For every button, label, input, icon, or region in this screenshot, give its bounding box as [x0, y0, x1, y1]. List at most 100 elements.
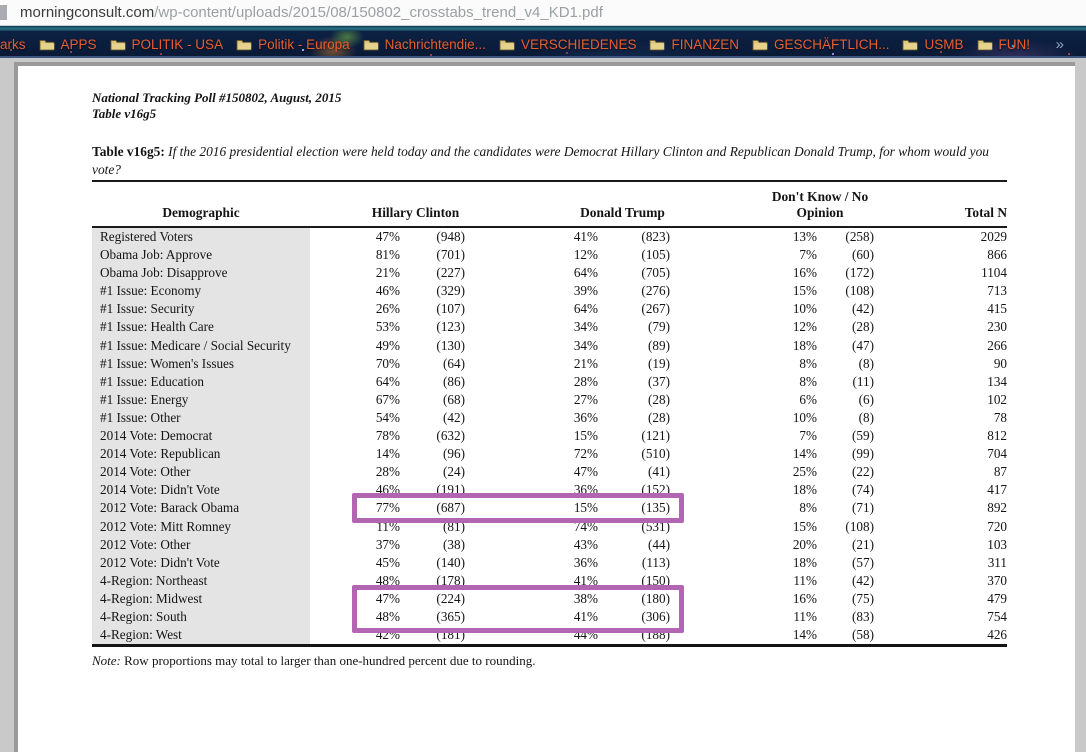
cell-trump-n: (28)	[648, 391, 670, 407]
cell-hillary-n: (107)	[436, 301, 465, 317]
folder-icon	[110, 38, 126, 51]
cell-dontknow-n: (108)	[845, 518, 874, 534]
cell-hillary-pct: 77%	[375, 500, 400, 516]
bookmarks-overflow-chevron[interactable]: »	[1055, 36, 1064, 53]
table-row: #1 Issue: Economy 46% (329) 39% (276) 15…	[92, 282, 1007, 301]
bookmark-folder-item[interactable]: POLITIK - USA	[110, 37, 223, 52]
cell-trump-pct: 72%	[573, 446, 598, 462]
cell-dontknow-n: (21)	[852, 536, 874, 552]
cell-demographic: #1 Issue: Education	[92, 372, 310, 391]
cell-total-n: 90	[993, 355, 1007, 371]
url-host: morningconsult.com	[20, 4, 155, 21]
cell-hillary-n: (81)	[443, 518, 465, 534]
cell-dontknow-pct: 16%	[792, 265, 817, 281]
table-note-text: Row proportions may total to larger than…	[124, 653, 536, 669]
cell-trump-pct: 64%	[573, 265, 598, 281]
cell-hillary-pct: 28%	[375, 464, 400, 480]
bookmark-folder-item[interactable]: VERSCHIEDENES	[499, 37, 637, 52]
poll-meta-line1: National Tracking Poll #150802, August, …	[92, 90, 342, 105]
cell-demographic: #1 Issue: Other	[92, 408, 310, 428]
cell-trump-n: (41)	[648, 464, 670, 480]
table-row: 2012 Vote: Mitt Romney 11% (81) 74% (531…	[92, 517, 1007, 536]
cell-hillary-pct: 45%	[375, 554, 400, 570]
cell-total-n: 415	[987, 301, 1007, 317]
cell-dontknow-pct: 7%	[799, 428, 817, 444]
cell-trump-n: (531)	[641, 518, 670, 534]
cell-dontknow-pct: 8%	[799, 355, 817, 371]
table-title-label: Table v16g5:	[92, 144, 165, 159]
cell-hillary-n: (86)	[443, 373, 465, 389]
col-header-total-n: Total N	[964, 205, 1007, 220]
cell-trump-pct: 15%	[573, 500, 598, 516]
bookmark-folder-item[interactable]: GESCHÄFTLICH...	[752, 37, 889, 52]
cell-dontknow-n: (108)	[845, 283, 874, 299]
cell-dontknow-n: (258)	[845, 229, 874, 244]
cell-trump-pct: 21%	[573, 355, 598, 371]
bookmark-folder-item[interactable]: Politik - Europa	[236, 37, 350, 52]
table-row: 2014 Vote: Didn't Vote 46% (191) 36% (15…	[92, 481, 1007, 500]
cell-dontknow-pct: 15%	[792, 283, 817, 299]
cell-hillary-n: (96)	[443, 446, 465, 462]
cell-hillary-n: (687)	[436, 500, 465, 516]
cell-hillary-pct: 53%	[375, 319, 400, 335]
cell-trump-pct: 34%	[573, 337, 598, 353]
table-row: 4-Region: Midwest 47% (224) 38% (180) 16…	[92, 589, 1007, 609]
cell-hillary-pct: 47%	[375, 590, 400, 606]
table-note-label: Note:	[92, 653, 121, 669]
cell-hillary-n: (178)	[436, 572, 465, 588]
bookmark-folder-item[interactable]: FINANZEN	[649, 37, 739, 52]
cell-dontknow-pct: 25%	[792, 464, 817, 480]
bookmark-folder-item[interactable]: USMB	[902, 37, 964, 52]
address-bar[interactable]: morningconsult.com/wp-content/uploads/20…	[0, 0, 1086, 26]
bookmark-folder-item[interactable]: APPS	[39, 37, 97, 52]
cell-hillary-pct: 48%	[375, 572, 400, 588]
cell-trump-pct: 36%	[573, 409, 598, 425]
cell-hillary-pct: 21%	[375, 265, 400, 281]
cell-hillary-pct: 54%	[375, 409, 400, 425]
cell-trump-pct: 12%	[573, 247, 598, 263]
cell-total-n: 417	[987, 482, 1007, 498]
bookmark-label: VERSCHIEDENES	[520, 37, 637, 52]
cell-trump-n: (28)	[648, 409, 670, 425]
cell-trump-n: (267)	[641, 301, 670, 317]
document-content: National Tracking Poll #150802, August, …	[18, 66, 1007, 669]
cell-dontknow-n: (42)	[852, 572, 874, 588]
table-row: #1 Issue: Education 64% (86) 28% (37) 8%…	[92, 372, 1007, 391]
cell-trump-n: (705)	[641, 265, 670, 281]
cell-hillary-n: (224)	[436, 590, 465, 606]
cell-trump-pct: 43%	[573, 536, 598, 552]
cell-dontknow-pct: 6%	[799, 391, 817, 407]
bookmark-folder-item[interactable]: FUN!	[977, 37, 1030, 52]
bookmark-folder-item[interactable]: arks	[0, 37, 26, 52]
cell-dontknow-n: (83)	[852, 608, 874, 624]
table-row: 4-Region: South 48% (365) 41% (306) 11% …	[92, 607, 1007, 627]
cell-trump-n: (823)	[641, 229, 670, 244]
cell-demographic: 2014 Vote: Other	[92, 463, 310, 482]
cell-total-n: 370	[987, 572, 1007, 588]
cell-dontknow-n: (8)	[858, 355, 874, 371]
cell-hillary-n: (227)	[436, 265, 465, 281]
cell-trump-pct: 27%	[573, 391, 598, 407]
cell-demographic: Obama Job: Disapprove	[92, 264, 310, 283]
cell-demographic: 4-Region: Midwest	[92, 589, 310, 609]
cell-hillary-n: (123)	[436, 319, 465, 335]
cell-hillary-pct: 81%	[375, 247, 400, 263]
cell-trump-pct: 44%	[573, 627, 598, 643]
cell-trump-pct: 41%	[573, 572, 598, 588]
bookmark-label: Nachrichtendie...	[384, 37, 486, 52]
cell-hillary-n: (632)	[436, 428, 465, 444]
bookmark-folder-item[interactable]: Nachrichtendie...	[363, 37, 486, 52]
col-header-hillary-clinton: Hillary Clinton	[371, 205, 460, 220]
table-body: Registered Voters 47% (948) 41% (823) 13…	[92, 228, 1007, 648]
toolbar-icon-fragment	[0, 5, 7, 20]
cell-dontknow-pct: 10%	[792, 301, 817, 317]
cell-demographic: #1 Issue: Energy	[92, 390, 310, 410]
cell-hillary-pct: 46%	[375, 482, 400, 498]
cell-hillary-pct: 42%	[375, 627, 400, 643]
cell-trump-n: (510)	[641, 446, 670, 462]
cell-hillary-n: (64)	[443, 355, 465, 371]
cell-total-n: 2029	[980, 229, 1007, 244]
table-row: 2014 Vote: Other 28% (24) 47% (41) 25% (…	[92, 463, 1007, 482]
cell-dontknow-pct: 11%	[793, 608, 817, 624]
